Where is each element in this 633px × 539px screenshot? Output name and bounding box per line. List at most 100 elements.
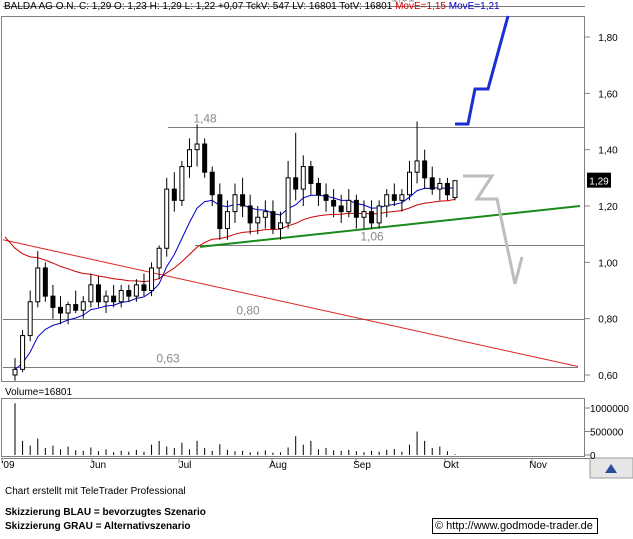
price-tick-label: 1,60	[598, 89, 618, 100]
candle-body	[293, 177, 299, 190]
candle-body	[141, 284, 147, 292]
candle-body	[369, 211, 375, 224]
candle-body	[58, 306, 64, 314]
candle-body	[361, 211, 367, 218]
time-tick-label: Jun	[90, 460, 106, 471]
last-price-label: 1,29	[589, 177, 609, 188]
candle-body	[42, 267, 48, 297]
volume-tick-label: 1000000	[590, 404, 629, 415]
moving-average-2-label: MovE=1,21	[448, 1, 500, 12]
level-label: 1,91	[391, 0, 415, 5]
volume-tick-label: 0	[590, 451, 596, 462]
price-tick-label: 1,20	[598, 202, 618, 213]
candle-body	[164, 188, 170, 249]
quote-text: BALDA AG O.N. C: 1,29 O: 1,23 H: 1,29 L:…	[4, 1, 393, 12]
candle-body	[240, 194, 246, 207]
candle-body	[126, 290, 132, 297]
candle-body	[399, 194, 405, 201]
price-tick-label: 1,40	[598, 146, 618, 157]
gray-scenario-path	[463, 174, 524, 285]
candle-body	[391, 194, 397, 201]
volume-panel-frame	[1, 398, 585, 457]
candle-body	[422, 160, 428, 179]
volume-tick-label: 500000	[590, 428, 624, 439]
candle-body	[186, 149, 192, 168]
candle-body	[247, 205, 253, 224]
source-link[interactable]: © http://www.godmode-trader.de	[432, 518, 598, 534]
time-tick-label: Jul	[179, 460, 192, 471]
candle-body	[88, 284, 94, 303]
moving-average-1-label: MovE=1,15	[395, 1, 446, 12]
candle-body	[12, 368, 18, 376]
candle-body	[133, 284, 139, 297]
candle-body	[300, 166, 306, 190]
candle-body	[323, 194, 329, 201]
last-price-marker	[587, 172, 611, 188]
price-tick-label: 1,00	[598, 258, 618, 269]
candle-body	[217, 194, 223, 230]
candle-body	[285, 177, 291, 224]
candle-body	[65, 304, 71, 314]
candle-body	[35, 267, 41, 303]
candle-body	[171, 188, 177, 201]
candle-body	[27, 301, 33, 337]
candle-body	[384, 194, 390, 207]
candle-body	[20, 335, 26, 370]
candle-body	[429, 177, 435, 190]
time-tick-label: '09	[1, 460, 14, 471]
level-label: 1,48	[193, 112, 217, 126]
candle-body	[73, 304, 79, 311]
red-downtrend-line	[2, 239, 579, 368]
candle-body	[224, 211, 230, 230]
candle-body	[202, 143, 208, 173]
copyright-icon: ©	[435, 520, 444, 532]
time-tick-label: Nov	[529, 460, 547, 471]
time-tick-label: Aug	[269, 460, 287, 471]
legend-blue-text: Skizzierung BLAU = bevorzugtes Szenario	[5, 507, 206, 518]
candle-body	[346, 199, 352, 213]
candle-body	[406, 171, 412, 196]
candle-body	[95, 284, 101, 303]
candle-body	[194, 143, 200, 151]
candle-body	[437, 182, 443, 190]
quote-header: BALDA AG O.N. C: 1,29 O: 1,23 H: 1,29 L:…	[4, 1, 500, 12]
candle-body	[156, 247, 162, 269]
credit-text: Chart erstellt mit TeleTrader Profession…	[5, 486, 186, 497]
price-tick-label: 0,80	[598, 315, 618, 326]
candle-body	[376, 205, 382, 224]
candle-body	[353, 199, 359, 218]
candle-body	[308, 166, 314, 184]
candle-body	[118, 290, 124, 303]
candle-body	[315, 182, 321, 196]
candle-body	[149, 267, 155, 292]
level-label: 0,80	[236, 304, 260, 318]
source-url[interactable]: http://www.godmode-trader.de	[446, 520, 593, 532]
candle-body	[262, 211, 268, 218]
candle-body	[331, 199, 337, 207]
candle-body	[255, 216, 261, 224]
volume-label: Volume=16801	[5, 387, 72, 398]
candle-body	[209, 171, 215, 196]
price-tick-label: 0,60	[598, 371, 618, 382]
time-tick-label: Sep	[353, 460, 371, 471]
legend-gray-text: Skizzierung GRAU = Alternativszenario	[5, 521, 191, 532]
candle-body	[50, 295, 56, 308]
candle-body	[338, 205, 344, 213]
price-tick-label: 1,80	[598, 33, 618, 44]
green-uptrend-line	[199, 205, 581, 248]
candle-body	[179, 166, 185, 201]
candle-body	[111, 295, 117, 303]
level-label: 1,06	[360, 230, 384, 244]
candle-body	[414, 160, 420, 173]
candle-body	[103, 295, 109, 303]
candle-body	[278, 222, 284, 230]
scroll-arrow-icon[interactable]	[605, 464, 617, 473]
candle-body	[232, 194, 238, 213]
blue-scenario-path	[455, 15, 510, 126]
time-tick-label: Okt	[443, 460, 459, 471]
candle-body	[80, 301, 86, 311]
candle-body	[270, 211, 276, 230]
level-label: 0,63	[156, 352, 180, 366]
candle-body	[452, 180, 458, 199]
